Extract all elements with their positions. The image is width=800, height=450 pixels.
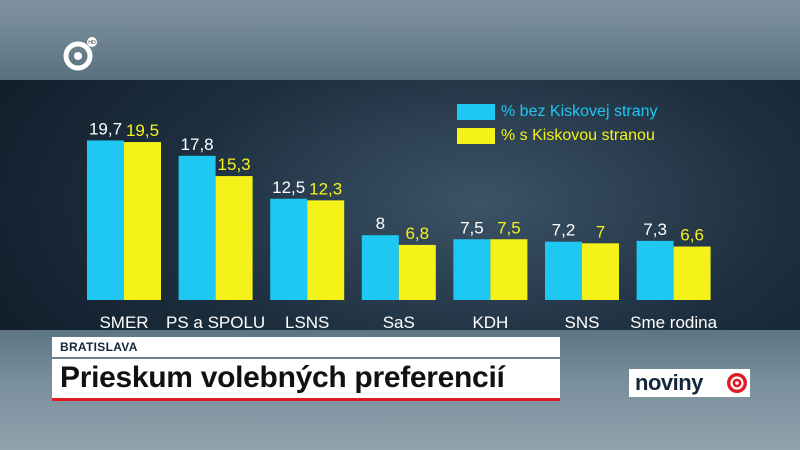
headline-box: Prieskum volebných preferencií — [52, 359, 560, 401]
category-label: PS a SPOLU — [166, 313, 265, 332]
bar-with-kiska — [124, 142, 161, 300]
legend-label: % s Kiskovou stranou — [501, 127, 655, 144]
data-label: 12,3 — [309, 179, 342, 198]
legend-item: % s Kiskovou stranou — [457, 124, 658, 148]
category-label: LSNS — [285, 313, 329, 332]
headline: Prieskum volebných preferencií — [60, 361, 505, 394]
bar-without-kiska — [87, 140, 124, 300]
bar-without-kiska — [545, 241, 582, 300]
bar-with-kiska — [673, 246, 711, 300]
top-band — [0, 0, 800, 80]
location-strip: BRATISLAVA — [52, 337, 560, 357]
data-label: 19,5 — [126, 121, 159, 140]
data-label: 7,5 — [497, 218, 521, 237]
bar-with-kiska — [215, 176, 253, 300]
legend-item: % bez Kiskovej strany — [457, 100, 658, 124]
bar-without-kiska — [636, 240, 674, 300]
data-label: 6,6 — [680, 226, 704, 245]
svg-text:HD: HD — [88, 40, 96, 46]
data-label: 7 — [596, 222, 605, 241]
bar-with-kiska — [490, 239, 528, 300]
category-label: Sme rodina — [630, 313, 717, 332]
bar-without-kiska — [361, 235, 399, 300]
location-label: BRATISLAVA — [60, 340, 138, 354]
brand-logo: noviny — [629, 369, 750, 397]
data-label: 12,5 — [272, 178, 305, 197]
category-label: SNS — [565, 313, 600, 332]
legend-label: % bez Kiskovej strany — [501, 103, 658, 120]
bar-with-kiska — [398, 244, 436, 300]
bar-without-kiska — [270, 198, 308, 300]
legend-swatch — [457, 104, 495, 120]
brand-name: noviny — [635, 370, 703, 395]
bar-without-kiska — [178, 155, 216, 300]
data-label: 19,7 — [89, 119, 122, 138]
data-label: 17,8 — [181, 135, 214, 154]
data-label: 7,5 — [460, 218, 484, 237]
legend: % bez Kiskovej strany % s Kiskovou stran… — [457, 100, 658, 148]
data-label: 6,8 — [405, 224, 429, 243]
bar-without-kiska — [453, 239, 491, 300]
category-label: SMER — [99, 313, 148, 332]
markiza-eye-icon — [727, 373, 747, 393]
legend-swatch — [457, 128, 495, 144]
data-label: 15,3 — [218, 155, 251, 174]
category-label: KDH — [472, 313, 508, 332]
channel-logo-icon: HD — [63, 37, 97, 71]
bar-with-kiska — [307, 200, 345, 300]
data-label: 7,3 — [643, 220, 667, 239]
data-label: 8 — [376, 214, 385, 233]
data-label: 7,2 — [552, 221, 576, 240]
category-label: SaS — [383, 313, 415, 332]
bar-with-kiska — [582, 243, 619, 300]
